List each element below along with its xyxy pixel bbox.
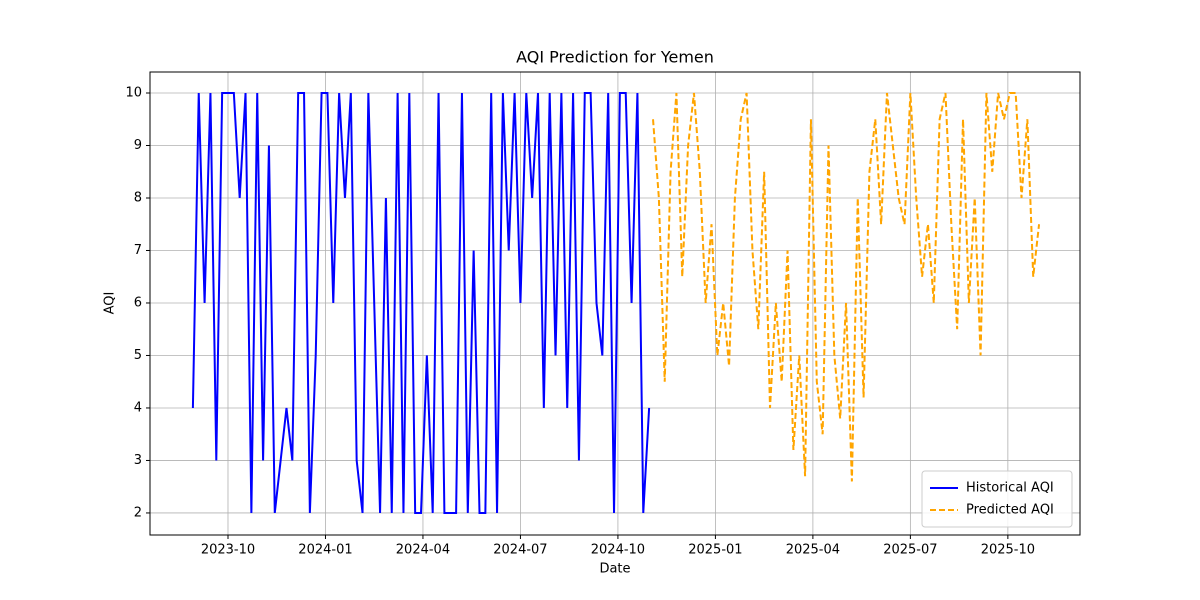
x-tick-label: 2024-01 (298, 543, 352, 558)
y-tick-label: 8 (134, 190, 142, 205)
series-line (652, 92, 1041, 482)
y-tick-label: 10 (125, 85, 142, 100)
y-tick-label: 3 (134, 453, 142, 468)
y-tick-label: 6 (134, 295, 142, 310)
series-line (191, 92, 651, 514)
plot-frame (149, 71, 1081, 536)
chart-title: AQI Prediction for Yemen (516, 48, 714, 67)
legend-label: Historical AQI (966, 481, 1054, 496)
x-tick-label: 2025-01 (688, 543, 742, 558)
legend-box (921, 470, 1073, 528)
legend: Historical AQI Predicted AQI (921, 470, 1073, 528)
x-tick-label: 2023-10 (201, 543, 255, 558)
y-axis-label: AQI (103, 292, 118, 315)
legend-label: Predicted AQI (966, 503, 1054, 518)
x-tick-label: 2025-10 (981, 543, 1035, 558)
x-axis-label: Date (599, 562, 630, 577)
x-tick-label: 2024-04 (396, 543, 450, 558)
y-tick-label: 7 (134, 243, 142, 258)
y-tick-label: 2 (134, 505, 142, 520)
y-tick-label: 9 (134, 138, 142, 153)
y-tick-label: 5 (134, 348, 142, 363)
x-tick-label: 2024-10 (591, 543, 645, 558)
x-tick-label: 2025-04 (786, 543, 840, 558)
x-tick-label: 2025-07 (883, 543, 937, 558)
x-tick-label: 2024-07 (493, 543, 547, 558)
y-tick-label: 4 (134, 400, 142, 415)
